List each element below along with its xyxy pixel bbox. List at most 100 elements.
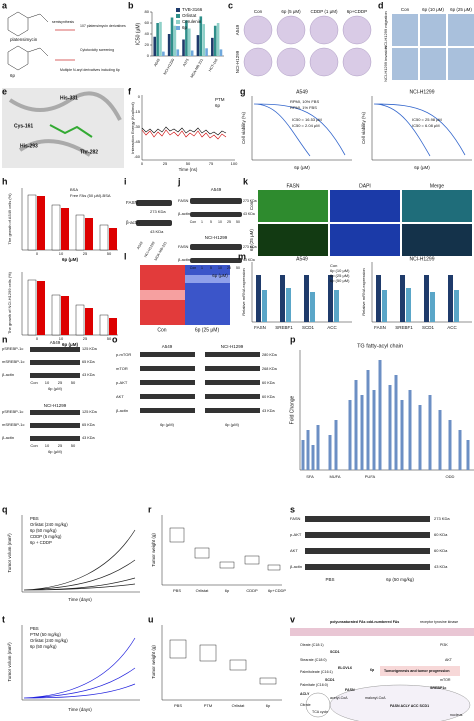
label: 25 <box>227 266 231 270</box>
label: NCI-H1299 invasion <box>383 46 388 82</box>
bar <box>173 25 177 56</box>
bar <box>205 48 208 56</box>
label: PBS <box>325 577 334 582</box>
legend-label: TVB-3166 <box>182 7 203 12</box>
panel-letter: q <box>2 504 8 514</box>
label: A549 <box>50 340 61 345</box>
label: FASN <box>178 198 189 203</box>
label: Merge <box>430 183 444 189</box>
label: His-331 <box>60 95 78 101</box>
label: 1 <box>201 220 203 224</box>
label: 0 <box>138 94 141 99</box>
x-tick-label: A549 <box>153 58 161 67</box>
label: -30 <box>134 124 141 129</box>
panel-letter: g <box>240 86 246 96</box>
label: 65 KDa <box>82 423 96 427</box>
label: Free FAs (50 μM)-BSA <box>70 193 111 198</box>
label: 6p (μM) <box>48 386 63 391</box>
label: AKT <box>116 394 124 399</box>
label: 280 KDa <box>262 353 278 357</box>
label: His-293 <box>20 143 38 149</box>
label: β-actin <box>116 408 128 413</box>
label: 6p (25 μM) <box>249 229 254 251</box>
label: Con <box>249 201 254 210</box>
label: 0 <box>36 336 39 341</box>
label: PTM <box>215 97 225 102</box>
label: ODD <box>446 474 455 479</box>
panel-letter: e <box>2 86 7 96</box>
panel-letter: f <box>128 86 132 96</box>
label: PUFA <box>365 474 376 479</box>
label: 60 KDa <box>434 532 448 537</box>
x-tick-label: NCI-H1299 <box>163 58 175 76</box>
label: NCI-H1299 <box>235 50 240 73</box>
label: 10 <box>218 220 222 224</box>
label: AKT <box>290 548 298 553</box>
label: Con <box>401 7 410 12</box>
label: 6p <box>225 588 230 593</box>
label: 50 <box>186 161 191 166</box>
label: Cytotoxicity screening <box>80 48 114 52</box>
panel-letter: b <box>128 0 134 10</box>
panel-letter: u <box>148 614 154 624</box>
label: 6p (μM) <box>414 165 430 170</box>
label: Fold Change <box>289 395 295 424</box>
label: Stearate (C18:0) <box>300 658 327 662</box>
bar <box>199 16 203 56</box>
bar <box>162 51 165 56</box>
label: Orlistat (240 mg/kg) <box>30 522 68 527</box>
y-tick-label: 60 <box>145 20 150 25</box>
label: NCI-H1299 migration <box>383 11 388 49</box>
label: 75 <box>209 161 214 166</box>
bar <box>153 36 157 56</box>
label: 100 <box>231 161 238 166</box>
label: PBS <box>174 703 182 708</box>
panel-letter: v <box>290 614 295 624</box>
label: Thr-282 <box>80 149 98 155</box>
label: CDDP (1 μM) <box>310 9 338 14</box>
label: 6p (10 μM) <box>330 268 350 273</box>
label: Multiple N-aryl derivatives including 6p <box>60 68 120 72</box>
label: β-actin <box>178 257 190 262</box>
panel-letter: t <box>2 614 5 624</box>
label: ACC <box>327 325 337 330</box>
label: mSREBP-1c <box>2 422 24 427</box>
bar <box>213 25 217 56</box>
label: polyunsaturated FAs odd-numbered FAs <box>330 620 399 624</box>
label: 6p + CDDP <box>30 540 52 545</box>
bar <box>202 24 205 56</box>
label: SCD1 <box>422 325 435 330</box>
panel-letter: r <box>148 504 152 514</box>
label: Interaction Energy (Kcal/mol) <box>130 102 135 154</box>
label: SREBP1c <box>430 686 446 690</box>
label: Tumor weight (g) <box>151 645 156 679</box>
label: 25 <box>58 443 63 448</box>
label: 273 KDa <box>150 209 166 214</box>
label: Con <box>254 9 263 14</box>
label: NCI-H1299 <box>409 89 434 95</box>
label: malonyl-CoA <box>365 696 386 700</box>
label: 65 KDa <box>82 360 96 364</box>
label: p-AKT <box>116 380 128 385</box>
label: SCD1 <box>330 650 340 654</box>
label: Con <box>190 220 196 224</box>
label: 273 KDa <box>434 516 450 521</box>
label: NCI-H1299 <box>409 256 434 262</box>
label: 273 KDa <box>243 199 257 203</box>
label: Palmitate (C16:0) <box>300 683 328 687</box>
bar <box>211 37 214 56</box>
label: 125 KDa <box>82 410 98 414</box>
bar <box>196 35 200 56</box>
panel-letter: i <box>124 176 127 186</box>
x-tick-label: A375 <box>182 58 190 67</box>
panel-letter: m <box>238 251 246 261</box>
label: A549 <box>211 187 222 192</box>
label: p-AKT <box>290 532 302 537</box>
label: Time (ns) <box>179 167 198 172</box>
label: semisynthesis <box>52 20 74 24</box>
label: nucleus <box>450 713 463 717</box>
label: 6p (5 μM) <box>281 9 301 14</box>
label: PBS <box>30 626 39 631</box>
label: PBS <box>30 516 39 521</box>
y-axis-label: IC50 (μM) <box>135 23 141 46</box>
